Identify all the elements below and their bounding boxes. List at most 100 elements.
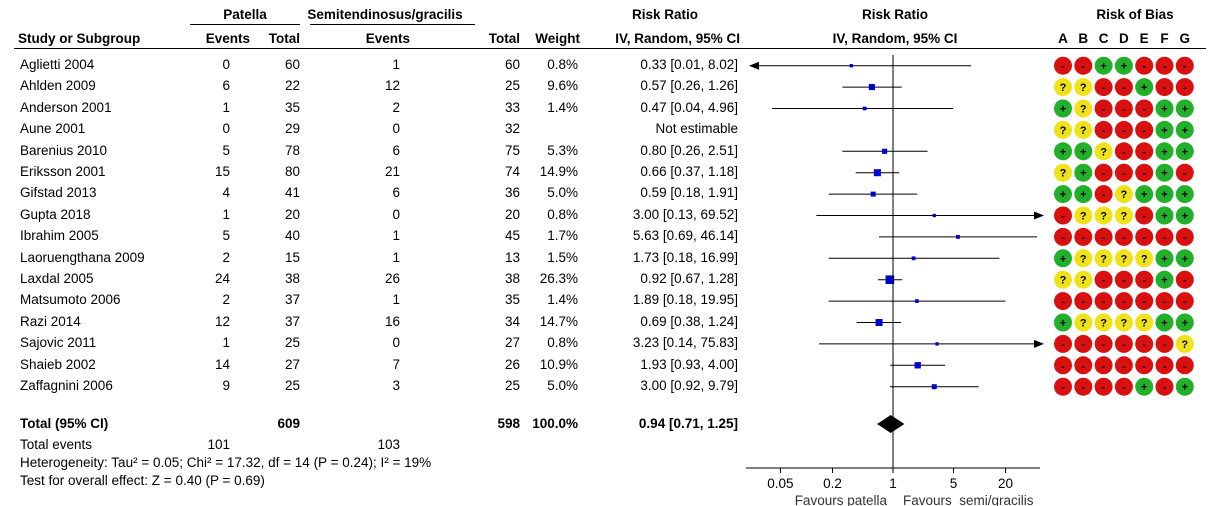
bias-symbol: - xyxy=(1163,82,1167,94)
point-estimate xyxy=(956,234,960,239)
total1-cell: 37 xyxy=(284,313,300,329)
low-risk-icon xyxy=(1054,99,1072,118)
ci-arrow-right xyxy=(1034,339,1044,348)
study-name: Shaieb 2002 xyxy=(20,356,96,372)
high-risk-icon xyxy=(1074,292,1093,311)
bias-symbol: - xyxy=(1142,275,1146,287)
bias-header: Risk of Bias xyxy=(1096,7,1174,22)
bias-letter-g: G xyxy=(1179,31,1191,46)
high-risk-icon xyxy=(1114,356,1133,375)
total2-cell: 32 xyxy=(504,121,520,137)
high-risk-icon xyxy=(1135,120,1154,139)
bias-symbol: ? xyxy=(1060,125,1067,137)
study-name: Ibrahim 2005 xyxy=(20,228,99,244)
low-risk-icon xyxy=(1155,142,1174,161)
study-name: Anderson 2001 xyxy=(20,99,112,115)
low-risk-icon xyxy=(1074,185,1093,204)
low-risk-icon xyxy=(1074,163,1093,182)
bias-letter-f: F xyxy=(1160,31,1169,46)
total1-cell: 27 xyxy=(284,356,300,372)
bias-symbol: - xyxy=(1122,146,1126,158)
bias-symbol: - xyxy=(1122,339,1126,351)
bias-symbol: - xyxy=(1061,211,1065,223)
total1-cell: 25 xyxy=(284,335,300,351)
high-risk-icon xyxy=(1114,78,1133,97)
col-weight: Weight xyxy=(535,31,580,46)
events1-cell: 14 xyxy=(214,356,230,372)
unclear-risk-icon xyxy=(1054,270,1072,289)
group1-underline xyxy=(190,24,300,25)
total-t2: 598 xyxy=(497,416,520,431)
low-risk-icon xyxy=(1074,142,1093,161)
rr-ci-cell: 0.92 [0.67, 1.28] xyxy=(640,271,738,286)
high-risk-icon xyxy=(1094,334,1113,353)
total1-cell: 40 xyxy=(284,228,300,244)
high-risk-icon xyxy=(1114,99,1133,118)
bias-symbol: - xyxy=(1142,232,1146,244)
bias-symbol: - xyxy=(1102,382,1106,394)
high-risk-icon xyxy=(1155,78,1174,97)
high-risk-icon xyxy=(1094,270,1113,289)
col-total2: Total xyxy=(488,31,520,46)
weight-cell: 5.0% xyxy=(547,185,578,201)
bias-symbol: - xyxy=(1102,339,1106,351)
bias-symbol: - xyxy=(1061,382,1065,394)
high-risk-icon xyxy=(1175,227,1194,246)
bias-symbol: - xyxy=(1142,146,1146,158)
bias-symbol: + xyxy=(1161,275,1167,287)
high-risk-icon xyxy=(1155,292,1174,311)
events1-cell: 5 xyxy=(222,142,230,158)
bias-symbol: ? xyxy=(1100,318,1107,330)
bias-symbol: ? xyxy=(1080,211,1087,223)
rr-ci-cell: 1.73 [0.18, 16.99] xyxy=(632,249,738,265)
total1-cell: 78 xyxy=(284,142,300,158)
unclear-risk-icon xyxy=(1094,249,1113,268)
bias-symbol: + xyxy=(1060,146,1066,158)
events2-cell: 1 xyxy=(392,57,400,72)
bias-symbol: - xyxy=(1183,61,1187,73)
bias-symbol: - xyxy=(1142,296,1146,308)
heterogeneity-text: Heterogeneity: Tau² = 0.05; Chi² = 17.32… xyxy=(20,455,432,470)
weight-cell: 5.3% xyxy=(547,142,578,158)
events2-cell: 6 xyxy=(392,142,400,158)
bias-symbol: - xyxy=(1142,168,1146,180)
bias-letter-d: D xyxy=(1119,31,1129,46)
low-risk-icon xyxy=(1054,249,1072,268)
high-risk-icon xyxy=(1175,78,1194,97)
point-estimate xyxy=(885,275,895,285)
total-label: Total (95% CI) xyxy=(20,416,109,431)
events1-cell: 9 xyxy=(222,378,230,393)
total-rr: 0.94 [0.71, 1.25] xyxy=(638,416,738,431)
bias-symbol: + xyxy=(1182,382,1188,394)
bias-letter-b: B xyxy=(1078,31,1089,46)
high-risk-icon xyxy=(1155,334,1174,353)
bias-symbol: ? xyxy=(1141,253,1148,265)
bias-symbol: ? xyxy=(1141,318,1148,330)
high-risk-icon xyxy=(1135,163,1154,182)
high-risk-icon xyxy=(1094,78,1113,97)
bias-symbol: - xyxy=(1061,339,1065,351)
events2-cell: 6 xyxy=(392,185,400,201)
bias-symbol: - xyxy=(1061,296,1065,308)
total1-cell: 29 xyxy=(284,121,300,137)
study-name: Barenius 2010 xyxy=(20,142,108,158)
bias-symbol: - xyxy=(1061,61,1065,73)
unclear-risk-icon xyxy=(1135,249,1154,268)
summary-diamond xyxy=(877,415,905,433)
total2-cell: 74 xyxy=(504,164,520,179)
weight-cell: 9.6% xyxy=(547,78,578,94)
low-risk-icon xyxy=(1175,185,1194,204)
total2-cell: 13 xyxy=(504,249,520,265)
bias-symbol: ? xyxy=(1121,211,1128,223)
bias-symbol: ? xyxy=(1121,318,1128,330)
x-tick-label: 5 xyxy=(950,476,958,491)
favours-left-label: Favours patella xyxy=(795,493,888,506)
high-risk-icon xyxy=(1094,356,1113,375)
bias-symbol: - xyxy=(1183,82,1187,94)
col-total1: Total xyxy=(268,31,300,46)
events1-cell: 0 xyxy=(222,57,230,72)
total2-cell: 36 xyxy=(504,185,520,201)
point-estimate xyxy=(935,342,939,346)
unclear-risk-icon xyxy=(1135,313,1154,332)
low-risk-icon xyxy=(1054,313,1072,332)
